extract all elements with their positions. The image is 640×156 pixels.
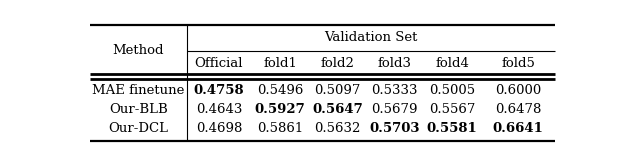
- Text: 0.5703: 0.5703: [369, 122, 420, 134]
- Text: 0.5647: 0.5647: [312, 103, 363, 116]
- Text: fold1: fold1: [263, 57, 297, 70]
- Text: 0.5097: 0.5097: [314, 84, 361, 97]
- Text: 0.4643: 0.4643: [196, 103, 242, 116]
- Text: Method: Method: [113, 44, 164, 57]
- Text: 0.5496: 0.5496: [257, 84, 303, 97]
- Text: 0.6000: 0.6000: [495, 84, 541, 97]
- Text: 0.4698: 0.4698: [196, 122, 242, 134]
- Text: 0.4758: 0.4758: [193, 84, 244, 97]
- Text: 0.5861: 0.5861: [257, 122, 303, 134]
- Text: 0.5927: 0.5927: [255, 103, 305, 116]
- Text: fold3: fold3: [378, 57, 412, 70]
- Text: 0.5679: 0.5679: [371, 103, 418, 116]
- Text: fold4: fold4: [435, 57, 469, 70]
- Text: Our-BLB: Our-BLB: [109, 103, 168, 116]
- Text: Validation Set: Validation Set: [324, 32, 417, 44]
- Text: MAE finetune: MAE finetune: [92, 84, 184, 97]
- Text: 0.5567: 0.5567: [429, 103, 475, 116]
- Text: 0.6478: 0.6478: [495, 103, 541, 116]
- Text: 0.6641: 0.6641: [493, 122, 543, 134]
- Text: 0.5632: 0.5632: [314, 122, 361, 134]
- Text: fold5: fold5: [501, 57, 535, 70]
- Text: 0.5581: 0.5581: [427, 122, 477, 134]
- Text: 0.5333: 0.5333: [371, 84, 418, 97]
- Text: Official: Official: [195, 57, 243, 70]
- Text: fold2: fold2: [321, 57, 355, 70]
- Text: Our-DCL: Our-DCL: [108, 122, 168, 134]
- Text: 0.5005: 0.5005: [429, 84, 475, 97]
